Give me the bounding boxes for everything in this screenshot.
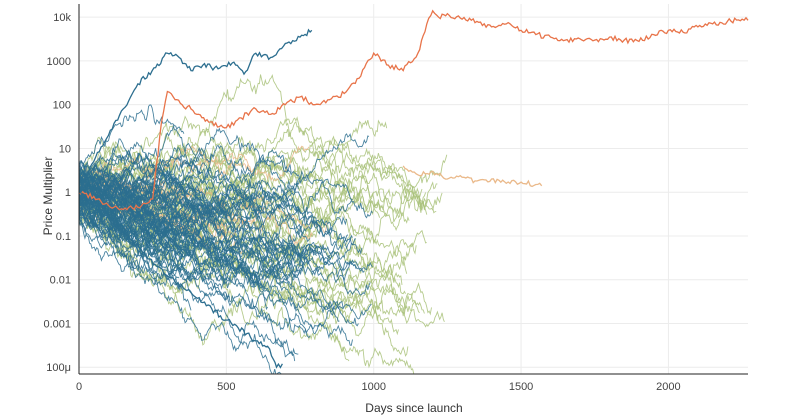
blue-series — [78, 189, 333, 238]
blue-series — [78, 213, 172, 271]
blue-series — [78, 174, 372, 320]
blue-series — [78, 166, 353, 212]
y-tick-label: 1 — [65, 187, 71, 199]
x-tick-label: 500 — [217, 381, 235, 393]
x-tick-label: 1500 — [509, 381, 533, 393]
x-tick-label: 1000 — [361, 381, 385, 393]
blue-series — [78, 133, 370, 184]
x-axis-title: Days since launch — [365, 401, 462, 415]
y-tick-label: 1000 — [47, 56, 71, 68]
y-tick-label: 100μ — [46, 362, 71, 374]
green-series — [78, 136, 233, 176]
y-tick-label: 0.1 — [56, 231, 71, 243]
blue-high-series — [78, 28, 313, 193]
y-tick-label: 10k — [53, 12, 71, 24]
green-series — [78, 115, 245, 195]
blue-series — [78, 217, 353, 346]
blue-series — [78, 104, 185, 171]
blue-series — [78, 169, 353, 250]
blue-series — [78, 172, 155, 221]
blue-low-series — [78, 191, 283, 369]
tan-long-series — [402, 165, 543, 188]
blue-series — [78, 178, 304, 253]
blue-series — [78, 173, 373, 272]
y-tick-label: 10 — [59, 143, 71, 155]
orange-leader — [78, 9, 749, 211]
blue-series — [78, 155, 323, 232]
y-tick-label: 0.01 — [50, 275, 71, 287]
x-tick-label: 0 — [76, 381, 82, 393]
blue-series — [78, 124, 292, 185]
y-axis-title: Price Multiplier — [41, 157, 55, 236]
blue-series — [78, 178, 293, 271]
y-tick-label: 100 — [53, 100, 71, 112]
axis-layer: 0 500 1000 1500 2000 100μ 0.001 0.01 0.1 1 10 100 10… — [43, 4, 748, 393]
blue-series — [78, 190, 199, 229]
x-tick-label: 2000 — [656, 381, 680, 393]
blue-series — [78, 193, 318, 288]
blue-series — [78, 169, 311, 243]
blue-series — [78, 193, 357, 281]
green-series — [78, 133, 328, 248]
series-layer — [78, 9, 749, 375]
blue-series — [78, 172, 277, 255]
blue-series — [78, 191, 178, 264]
y-tick-label: 0.001 — [43, 318, 71, 330]
blue-series — [78, 203, 192, 311]
blue-series — [78, 164, 168, 237]
